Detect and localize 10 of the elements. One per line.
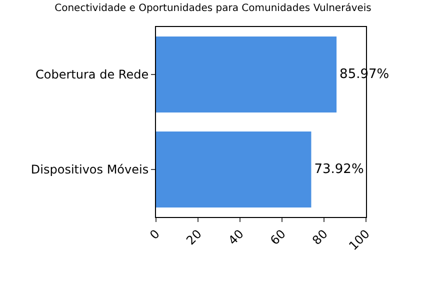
x-tick-label: 20: [184, 226, 204, 248]
x-tick-label: 60: [268, 226, 288, 248]
x-tick-label: 40: [226, 226, 246, 248]
chart-title: Conectividade e Oportunidades para Comunidades Vulneráveis: [54, 3, 372, 14]
x-tick-label: 0: [147, 226, 162, 242]
y-tick-label: Dispositivos Móveis: [30, 162, 149, 177]
data-label: 73.92%: [314, 162, 364, 177]
x-tick-label: 100: [346, 226, 372, 253]
x-tick-label: 80: [310, 226, 330, 248]
y-tick-label: Cobertura de Rede: [36, 68, 149, 82]
